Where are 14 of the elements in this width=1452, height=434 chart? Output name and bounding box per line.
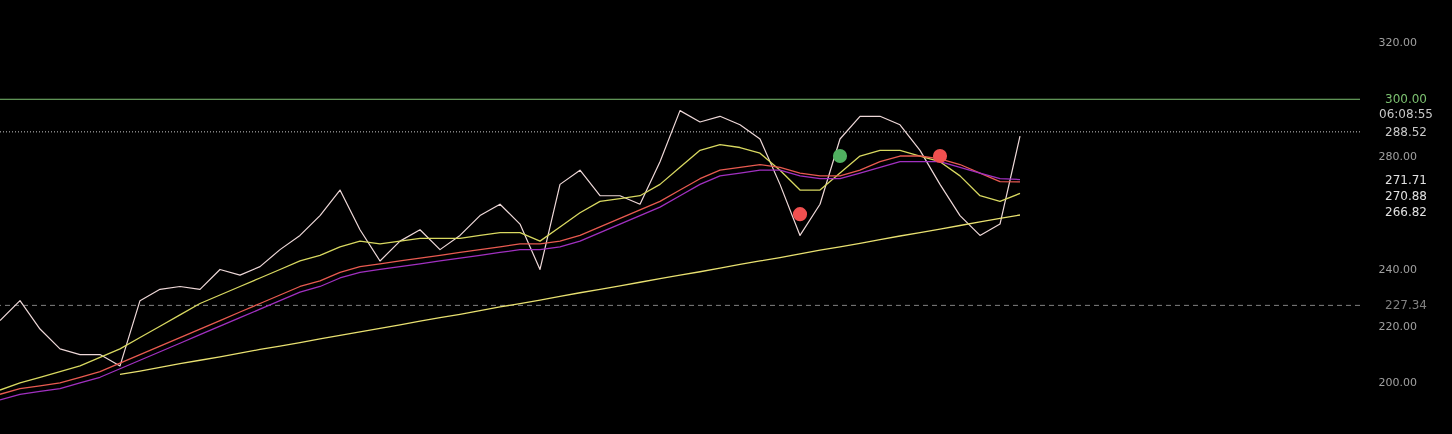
text: 06:08:55 (1379, 107, 1433, 122)
y-tick-label: 220.00 (1378, 319, 1417, 333)
y-tick-label: 200.00 (1378, 376, 1417, 390)
y-tick-label: 320.00 (1378, 36, 1417, 50)
text: 266.82 (1385, 205, 1427, 220)
ref-line-label: 300.00 (1385, 92, 1427, 107)
y-tick-label: 280.00 (1378, 149, 1417, 163)
line-series (119, 214, 1021, 376)
ref-line-label: 227.34 (1385, 298, 1427, 313)
text: 271.71 (1385, 173, 1427, 188)
y-tick-label: 240.00 (1378, 262, 1417, 276)
text: 270.88 (1385, 189, 1427, 204)
line-series (0, 110, 1021, 367)
ref-line-label: 288.52 (1385, 124, 1427, 139)
